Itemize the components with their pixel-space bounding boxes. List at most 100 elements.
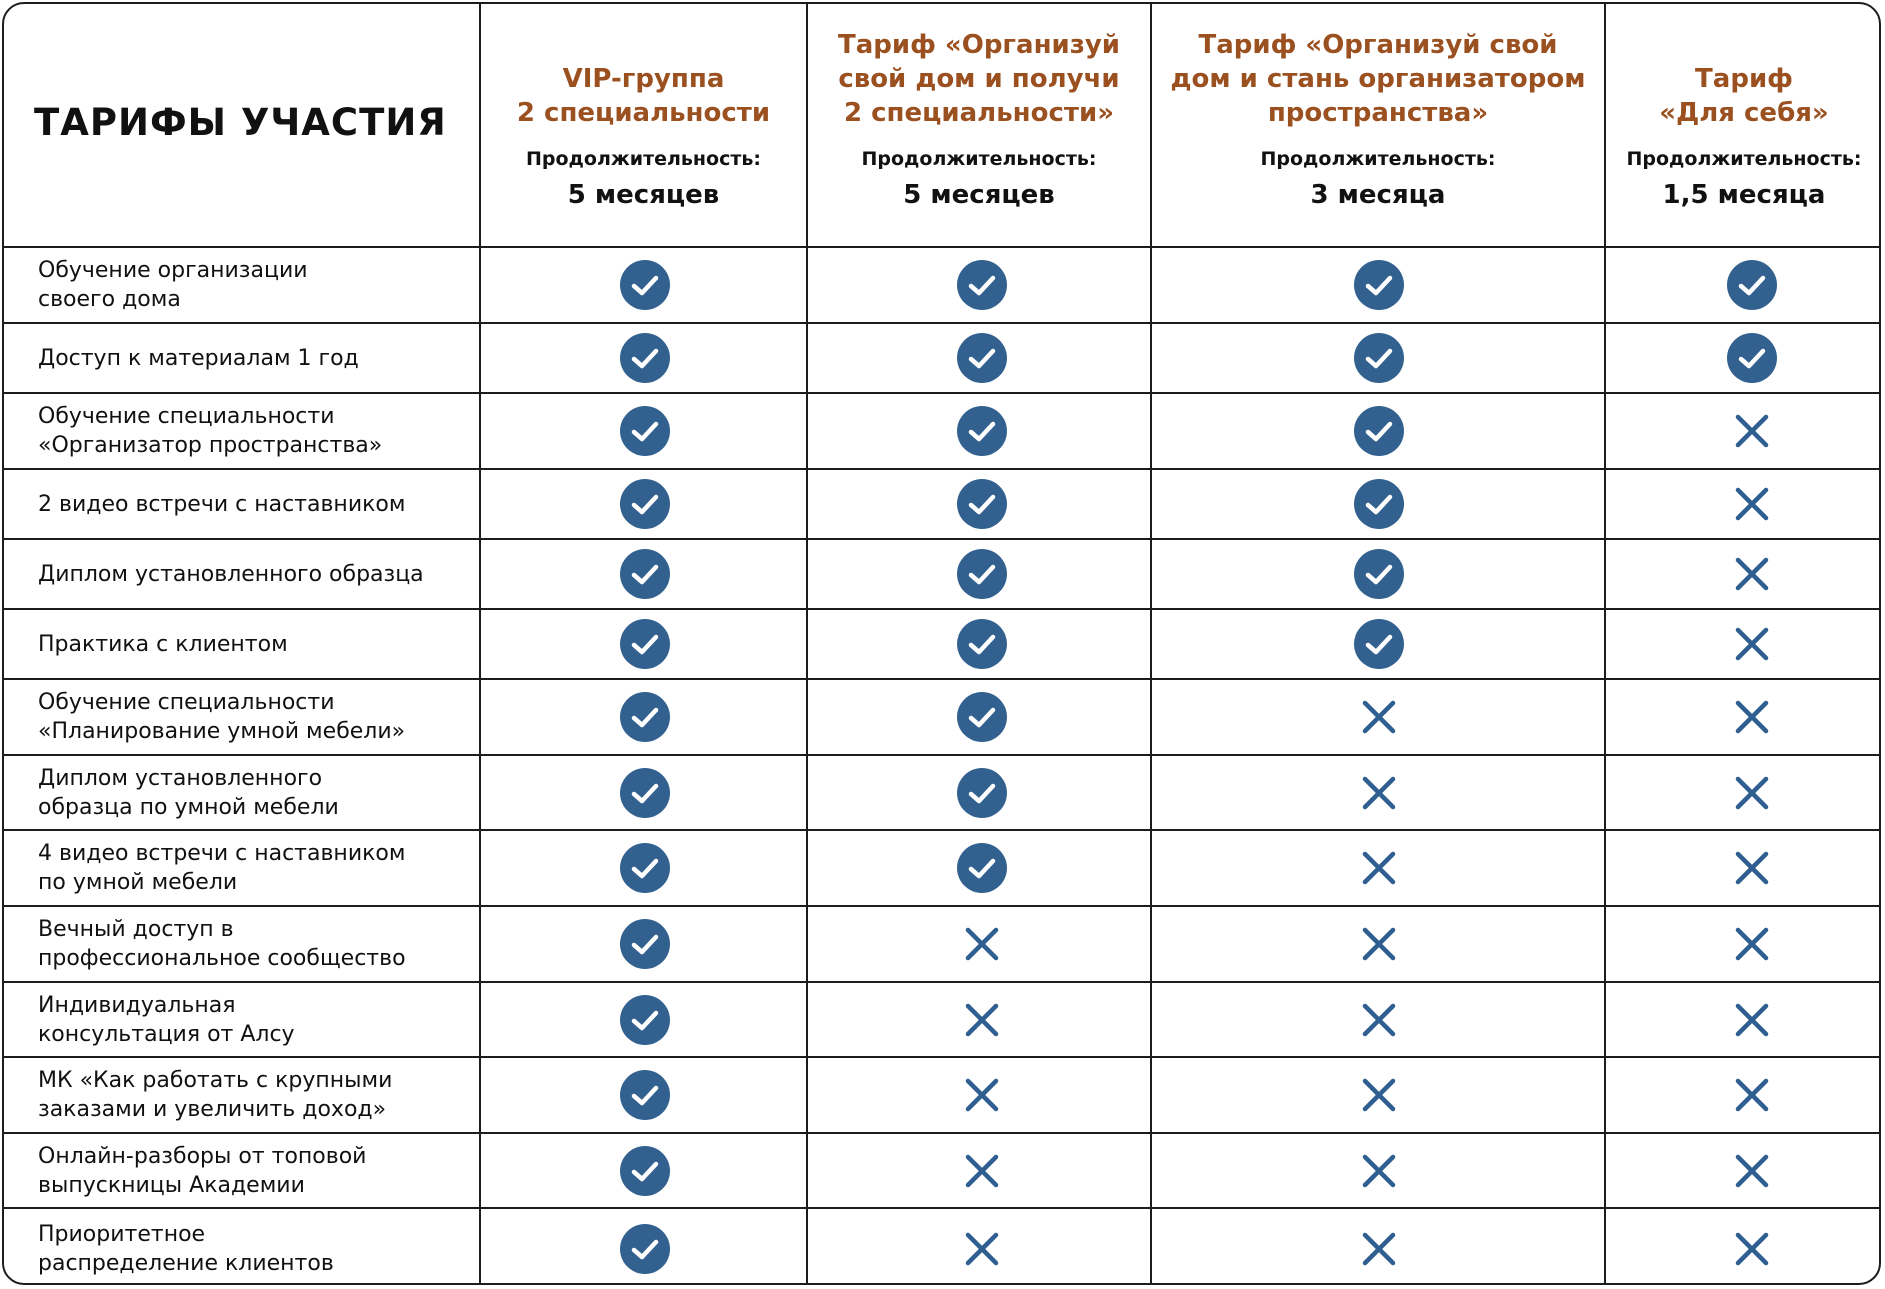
cross-icon [1353, 1223, 1405, 1275]
cross-icon [1353, 994, 1405, 1046]
row-divider [4, 1207, 1879, 1209]
check-icon [1353, 405, 1405, 457]
column-divider [479, 4, 481, 1283]
check-icon [1726, 332, 1778, 384]
row-divider [4, 392, 1879, 394]
table-row: Вечный доступ в профессиональное сообщес… [4, 906, 1879, 982]
feature-label: Доступ к материалам 1 год [38, 345, 359, 371]
check-icon [956, 691, 1008, 743]
table-row: Диплом установленного образца по умной м… [4, 755, 1879, 830]
check-icon [619, 918, 671, 970]
row-divider [4, 468, 1879, 470]
feature-label: Практика с клиентом [38, 631, 288, 657]
table-row: Обучение специальности «Планирование умн… [4, 679, 1879, 755]
check-icon [619, 332, 671, 384]
check-icon [956, 618, 1008, 670]
plan-header: Тариф «Организуй свой дом и получи 2 спе… [807, 4, 1151, 246]
check-icon [1353, 478, 1405, 530]
plan-name: Тариф «Организуй свой дом и получи 2 спе… [837, 30, 1121, 128]
duration-label: Продолжительность: [1260, 148, 1496, 170]
feature-label: Индивидуальная консультация от Алсу [38, 992, 295, 1047]
check-icon [619, 478, 671, 530]
cross-icon [1726, 994, 1778, 1046]
row-divider [4, 678, 1879, 680]
cross-icon [1353, 691, 1405, 743]
check-icon [619, 767, 671, 819]
cross-icon [1726, 1145, 1778, 1197]
check-icon [1353, 618, 1405, 670]
table-row: Онлайн-разборы от топовой выпускницы Ака… [4, 1133, 1879, 1208]
table-row: Обучение организации своего дома [4, 247, 1879, 323]
check-icon [619, 259, 671, 311]
feature-label: Приоритетное распределение клиентов [38, 1221, 334, 1276]
row-divider [4, 981, 1879, 983]
feature-label: Вечный доступ в профессиональное сообщес… [38, 917, 406, 971]
duration-value: 1,5 месяца [1662, 180, 1826, 210]
column-divider [806, 4, 808, 1283]
table-row: 2 видео встречи с наставником [4, 469, 1879, 539]
row-divider [4, 905, 1879, 907]
check-icon [956, 842, 1008, 894]
cross-icon [1353, 1069, 1405, 1121]
check-icon [956, 405, 1008, 457]
plan-name: Тариф «Организуй свой дом и стань органи… [1170, 30, 1586, 128]
feature-label: Онлайн-разборы от топовой выпускницы Ака… [38, 1143, 367, 1198]
cross-icon [1726, 842, 1778, 894]
cross-icon [1353, 842, 1405, 894]
feature-label: МК «Как работать с крупными заказами и у… [38, 1068, 393, 1122]
column-divider [1150, 4, 1152, 1283]
cross-icon [1353, 918, 1405, 970]
check-icon [619, 842, 671, 894]
cross-icon [1726, 1069, 1778, 1121]
check-icon [619, 994, 671, 1046]
cross-icon [956, 1223, 1008, 1275]
check-icon [1353, 548, 1405, 600]
cross-icon [956, 1069, 1008, 1121]
feature-label: Диплом установленного образца по умной м… [38, 765, 339, 820]
check-icon [1353, 259, 1405, 311]
cross-icon [956, 994, 1008, 1046]
row-divider [4, 538, 1879, 540]
plan-header: Тариф «Организуй свой дом и стань органи… [1151, 4, 1605, 246]
feature-label: Обучение специальности «Организатор прос… [38, 404, 383, 458]
check-icon [956, 767, 1008, 819]
row-divider [4, 1132, 1879, 1134]
row-divider [4, 246, 1879, 248]
cross-icon [1353, 1145, 1405, 1197]
table-row: Приоритетное распределение клиентов [4, 1208, 1879, 1283]
plan-name: VIP-группа 2 специальности [516, 64, 771, 128]
table-row: Обучение специальности «Организатор прос… [4, 393, 1879, 469]
cross-icon [1726, 767, 1778, 819]
row-divider [4, 322, 1879, 324]
check-icon [619, 405, 671, 457]
feature-label: Диплом установленного образца [38, 561, 424, 587]
feature-label: 2 видео встречи с наставником [38, 491, 406, 517]
plan-header: Тариф «Для себя» Продолжительность: 1,5 ме… [1605, 4, 1879, 246]
check-icon [619, 618, 671, 670]
duration-value: 5 месяцев [903, 180, 1055, 210]
column-divider [1604, 4, 1606, 1283]
table-row: Доступ к материалам 1 год [4, 323, 1879, 393]
cross-icon [1726, 918, 1778, 970]
feature-label: Обучение специальности «Планирование умн… [38, 690, 406, 744]
duration-label: Продолжительность: [526, 148, 761, 170]
check-icon [956, 548, 1008, 600]
duration-value: 5 месяцев [567, 180, 720, 210]
check-icon [619, 691, 671, 743]
table-row: 4 видео встречи с наставником по умной м… [4, 830, 1879, 906]
duration-label: Продолжительность: [1626, 148, 1862, 170]
row-divider [4, 1056, 1879, 1058]
row-divider [4, 829, 1879, 831]
check-icon [1726, 259, 1778, 311]
check-icon [956, 259, 1008, 311]
row-divider [4, 608, 1879, 610]
table-title: ТАРИФЫ УЧАСТИЯ [34, 101, 447, 144]
cross-icon [956, 1145, 1008, 1197]
cross-icon [1353, 767, 1405, 819]
check-icon [619, 1069, 671, 1121]
check-icon [956, 332, 1008, 384]
check-icon [1353, 332, 1405, 384]
table-row: Практика с клиентом [4, 609, 1879, 679]
cross-icon [1726, 548, 1778, 600]
